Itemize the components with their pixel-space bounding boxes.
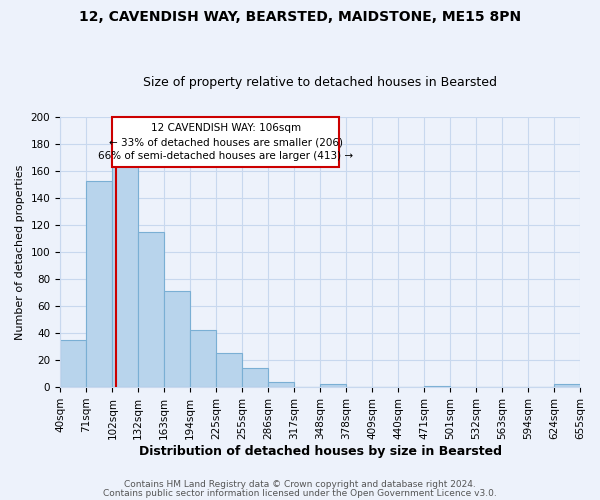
- X-axis label: Distribution of detached houses by size in Bearsted: Distribution of detached houses by size …: [139, 444, 502, 458]
- Text: 12 CAVENDISH WAY: 106sqm
← 33% of detached houses are smaller (206)
66% of semi-: 12 CAVENDISH WAY: 106sqm ← 33% of detach…: [98, 123, 353, 161]
- Title: Size of property relative to detached houses in Bearsted: Size of property relative to detached ho…: [143, 76, 497, 90]
- Bar: [242, 368, 268, 387]
- Bar: [190, 330, 217, 387]
- Bar: [268, 382, 294, 387]
- Text: Contains HM Land Registry data © Crown copyright and database right 2024.: Contains HM Land Registry data © Crown c…: [124, 480, 476, 489]
- Bar: [112, 166, 138, 387]
- Text: 12, CAVENDISH WAY, BEARSTED, MAIDSTONE, ME15 8PN: 12, CAVENDISH WAY, BEARSTED, MAIDSTONE, …: [79, 10, 521, 24]
- Bar: [164, 291, 190, 387]
- Bar: [138, 232, 164, 387]
- Bar: [217, 354, 242, 387]
- Bar: [320, 384, 346, 387]
- Bar: [60, 340, 86, 387]
- FancyBboxPatch shape: [112, 117, 339, 167]
- Y-axis label: Number of detached properties: Number of detached properties: [15, 164, 25, 340]
- Text: Contains public sector information licensed under the Open Government Licence v3: Contains public sector information licen…: [103, 488, 497, 498]
- Bar: [86, 180, 112, 387]
- Bar: [554, 384, 580, 387]
- Bar: [424, 386, 450, 387]
